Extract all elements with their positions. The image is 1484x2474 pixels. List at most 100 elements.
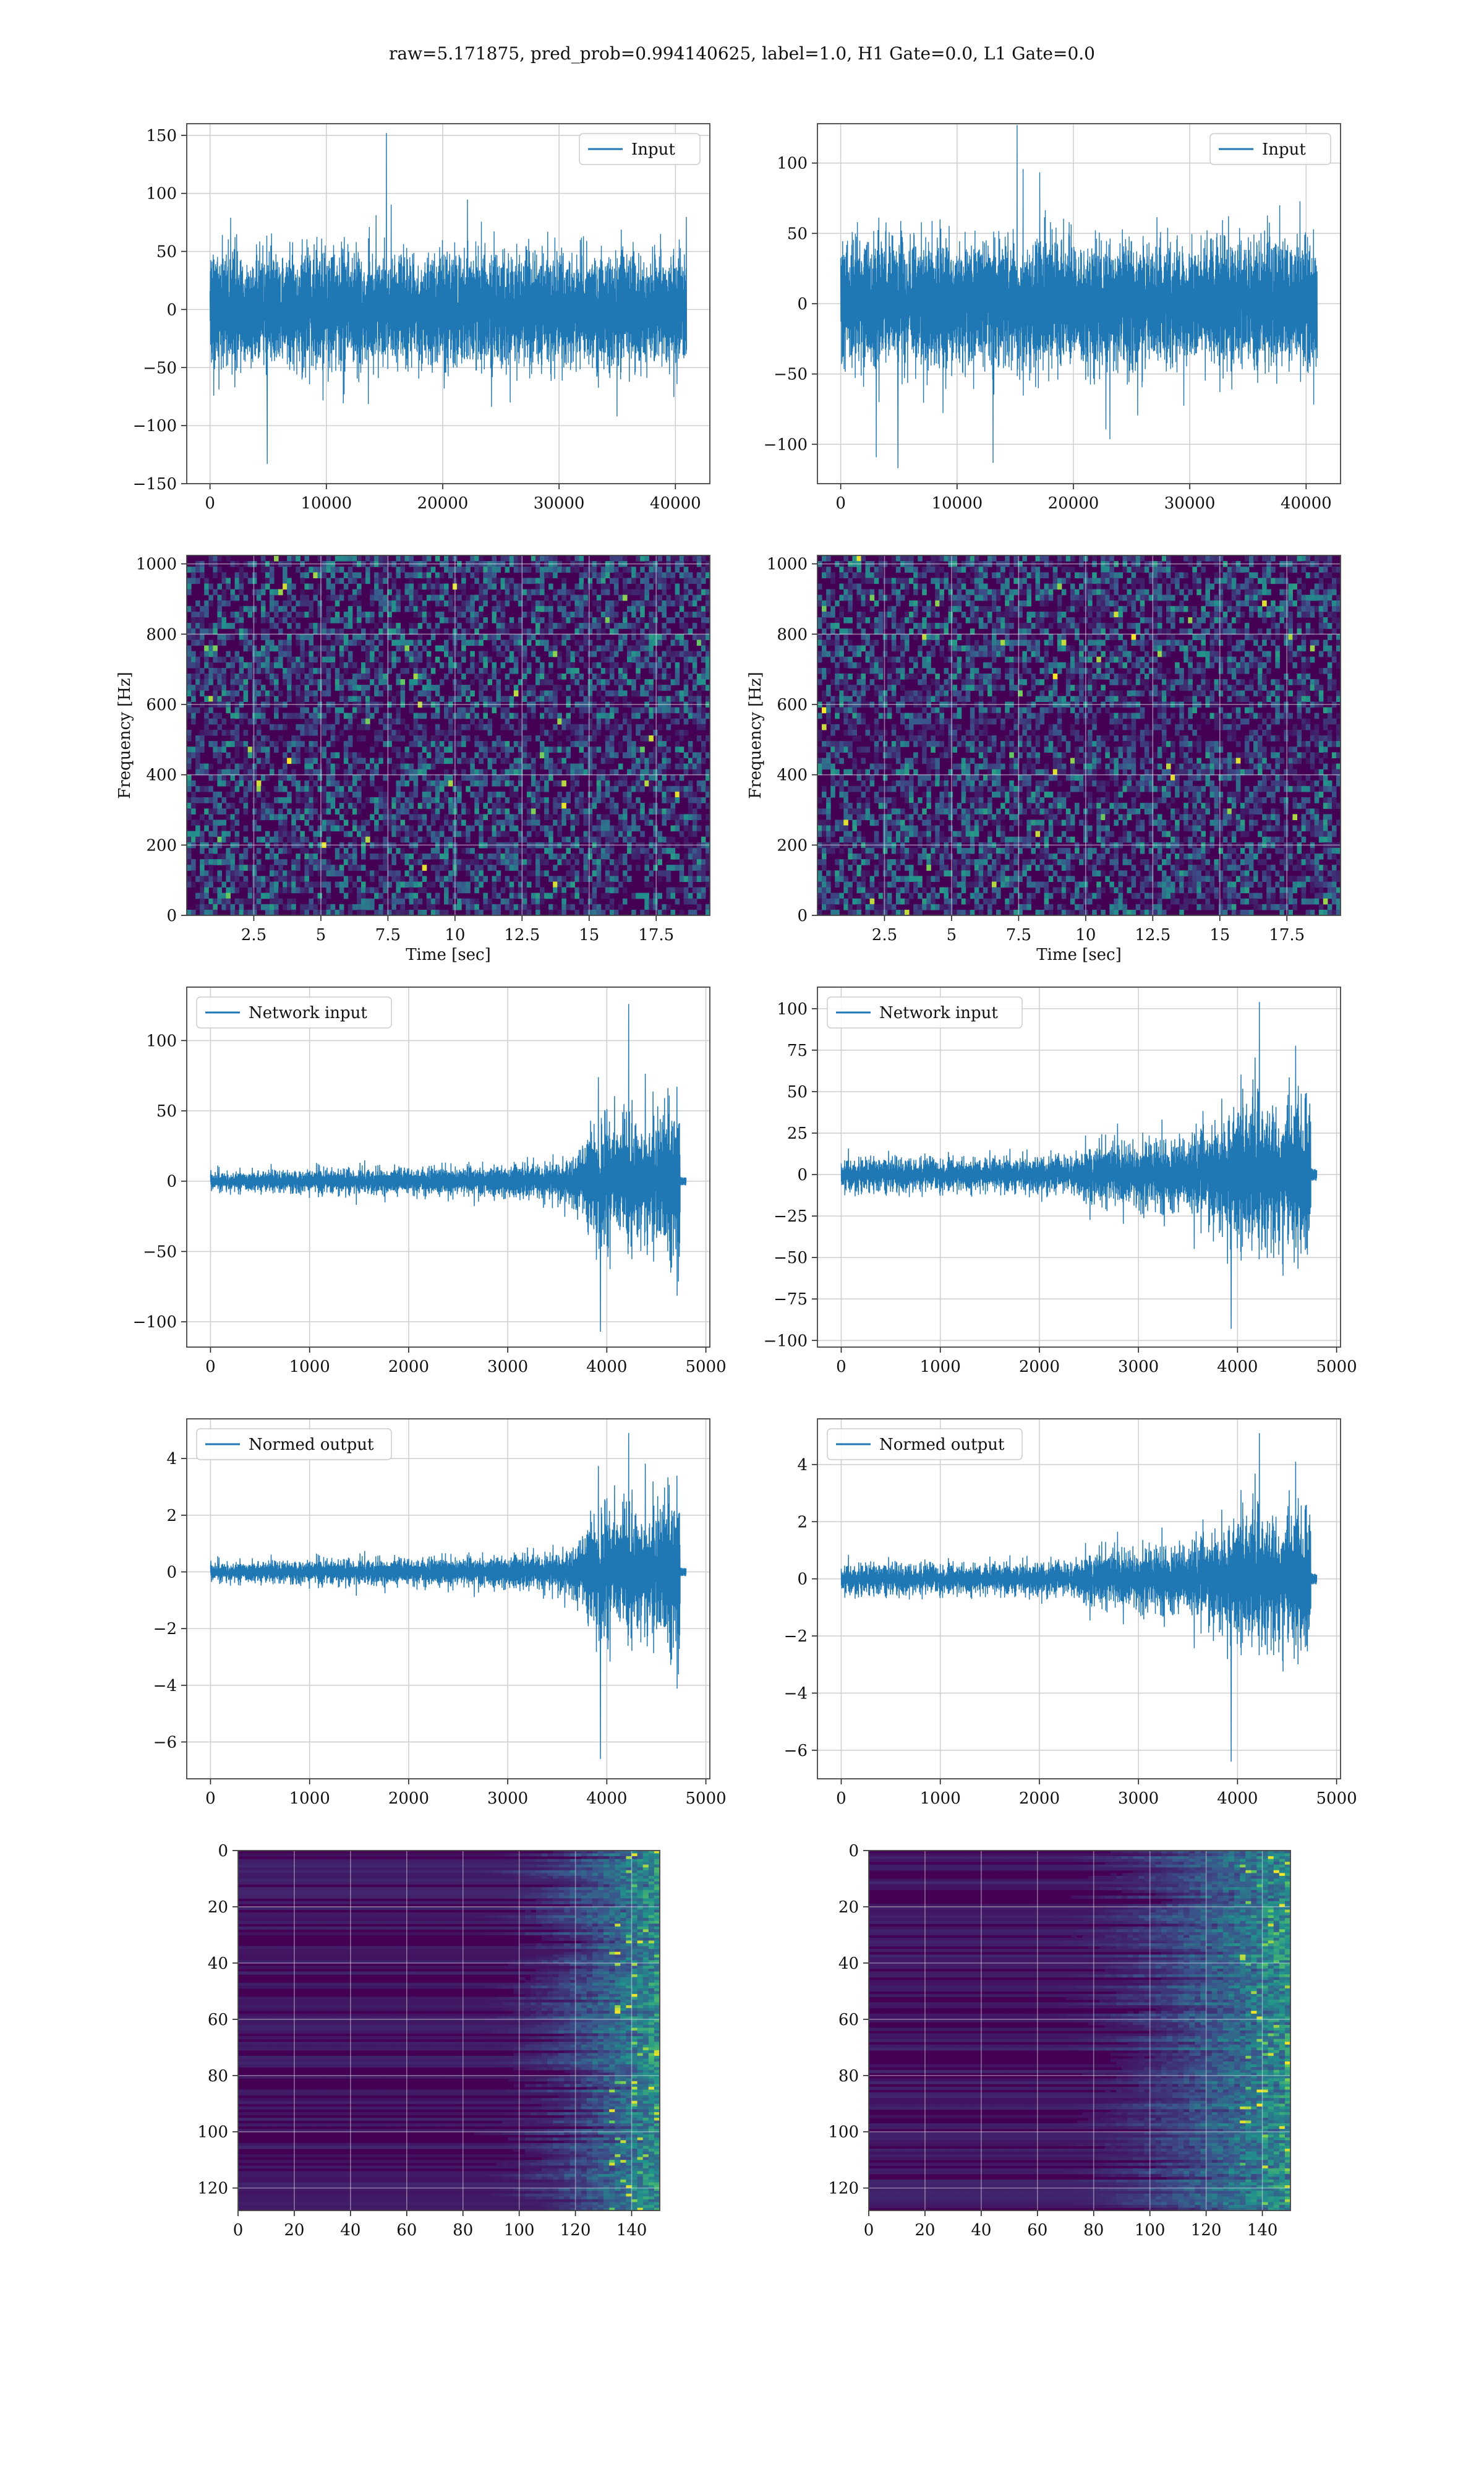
heatmap-cell	[296, 785, 301, 792]
heatmap-cell	[688, 656, 693, 663]
heatmap-cell	[453, 679, 458, 685]
heatmap-cell	[570, 870, 575, 876]
heatmap-cell	[592, 752, 597, 758]
heatmap-cell	[666, 847, 672, 854]
heatmap-cell	[343, 741, 349, 747]
heatmap-cell	[1288, 583, 1293, 590]
heatmap-cell	[260, 865, 266, 871]
heatmap-cell	[256, 808, 262, 815]
heatmap-cell	[309, 758, 313, 764]
heatmap-cell	[413, 769, 419, 776]
heatmap-cell	[627, 847, 632, 854]
heatmap-cell	[187, 763, 192, 770]
heatmap-cell	[422, 572, 427, 578]
heatmap-cell	[213, 859, 218, 865]
heatmap-cell	[357, 701, 362, 708]
heatmap-cell	[322, 662, 327, 669]
heatmap-cell	[234, 690, 240, 696]
heatmap-cell	[1013, 561, 1018, 567]
heatmap-cell	[339, 881, 344, 888]
heatmap-cell	[662, 656, 667, 663]
heatmap-cell	[474, 741, 479, 747]
heatmap-cell	[213, 645, 218, 652]
heatmap-cell	[613, 836, 619, 843]
heatmap-cell	[535, 814, 540, 820]
heatmap-cell	[649, 572, 654, 578]
heatmap-cell	[701, 634, 706, 640]
heatmap-cell	[365, 611, 370, 618]
heatmap-cell	[688, 611, 693, 618]
heatmap-cell	[509, 898, 514, 905]
heatmap-cell	[487, 859, 493, 865]
heatmap-cell	[322, 842, 327, 849]
heatmap-cell	[191, 567, 196, 573]
heatmap-cell	[869, 572, 875, 578]
heatmap-cell	[600, 589, 606, 596]
heatmap-cell	[557, 769, 562, 776]
heatmap-cell	[553, 690, 558, 696]
heatmap-cell	[670, 774, 676, 781]
heatmap-cell	[483, 713, 488, 719]
heatmap-cell	[1105, 561, 1110, 567]
heatmap-cell	[348, 842, 353, 849]
heatmap-cell	[291, 865, 296, 871]
heatmap-cell	[260, 561, 266, 567]
heatmap-cell	[283, 814, 288, 820]
heatmap-cell	[335, 881, 340, 888]
heatmap-cell	[609, 567, 615, 573]
heatmap-cell	[596, 780, 602, 787]
heatmap-cell	[326, 611, 331, 618]
heatmap-cell	[1114, 561, 1119, 567]
heatmap-cell	[627, 589, 632, 596]
heatmap-cell	[313, 718, 318, 725]
heatmap-cell	[400, 701, 406, 708]
heatmap-cell	[300, 909, 305, 915]
heatmap-cell	[300, 904, 305, 910]
heatmap-cell	[283, 774, 288, 781]
heatmap-cell	[1222, 561, 1228, 567]
y-tick-label: 400	[146, 766, 177, 785]
heatmap-cell	[378, 752, 383, 758]
heatmap-cell	[701, 859, 706, 865]
heatmap-cell	[657, 606, 662, 612]
heatmap-cell	[1183, 583, 1188, 590]
heatmap-cell	[470, 561, 475, 567]
heatmap-cell	[187, 583, 192, 590]
heatmap-cell	[500, 707, 506, 714]
heatmap-cell	[500, 555, 506, 562]
heatmap-cell	[221, 859, 226, 865]
heatmap-cell	[361, 707, 366, 714]
heatmap-cell	[670, 617, 676, 623]
heatmap-cell	[479, 606, 484, 612]
heatmap-cell	[500, 803, 506, 809]
heatmap-cell	[448, 606, 453, 612]
heatmap-cell	[195, 617, 200, 623]
heatmap-cell	[479, 769, 484, 776]
heatmap-cell	[326, 667, 331, 674]
heatmap-cell	[513, 589, 519, 596]
heatmap-cell	[487, 674, 493, 680]
heatmap-cell	[1209, 583, 1215, 590]
heatmap-cell	[330, 640, 336, 646]
heatmap-cell	[287, 634, 292, 640]
heatmap-cell	[187, 713, 192, 719]
heatmap-cell	[522, 763, 527, 770]
heatmap-cell	[679, 623, 684, 629]
heatmap-cell	[540, 892, 545, 899]
heatmap-cell	[234, 780, 240, 787]
heatmap-cell	[243, 758, 249, 764]
heatmap-cell	[679, 758, 684, 764]
heatmap-cell	[570, 690, 575, 696]
heatmap-cell	[605, 623, 610, 629]
heatmap-cell	[579, 747, 584, 753]
heatmap-cell	[226, 729, 231, 736]
x-tick-label: 7.5	[375, 926, 401, 944]
heatmap-cell	[453, 640, 458, 646]
heatmap-cell	[400, 892, 406, 899]
heatmap-cell	[339, 909, 344, 915]
heatmap-cell	[435, 774, 440, 781]
heatmap-cell	[653, 774, 658, 781]
heatmap-cell	[830, 589, 835, 596]
heatmap-cell	[391, 747, 396, 753]
heatmap-cell	[461, 898, 466, 905]
